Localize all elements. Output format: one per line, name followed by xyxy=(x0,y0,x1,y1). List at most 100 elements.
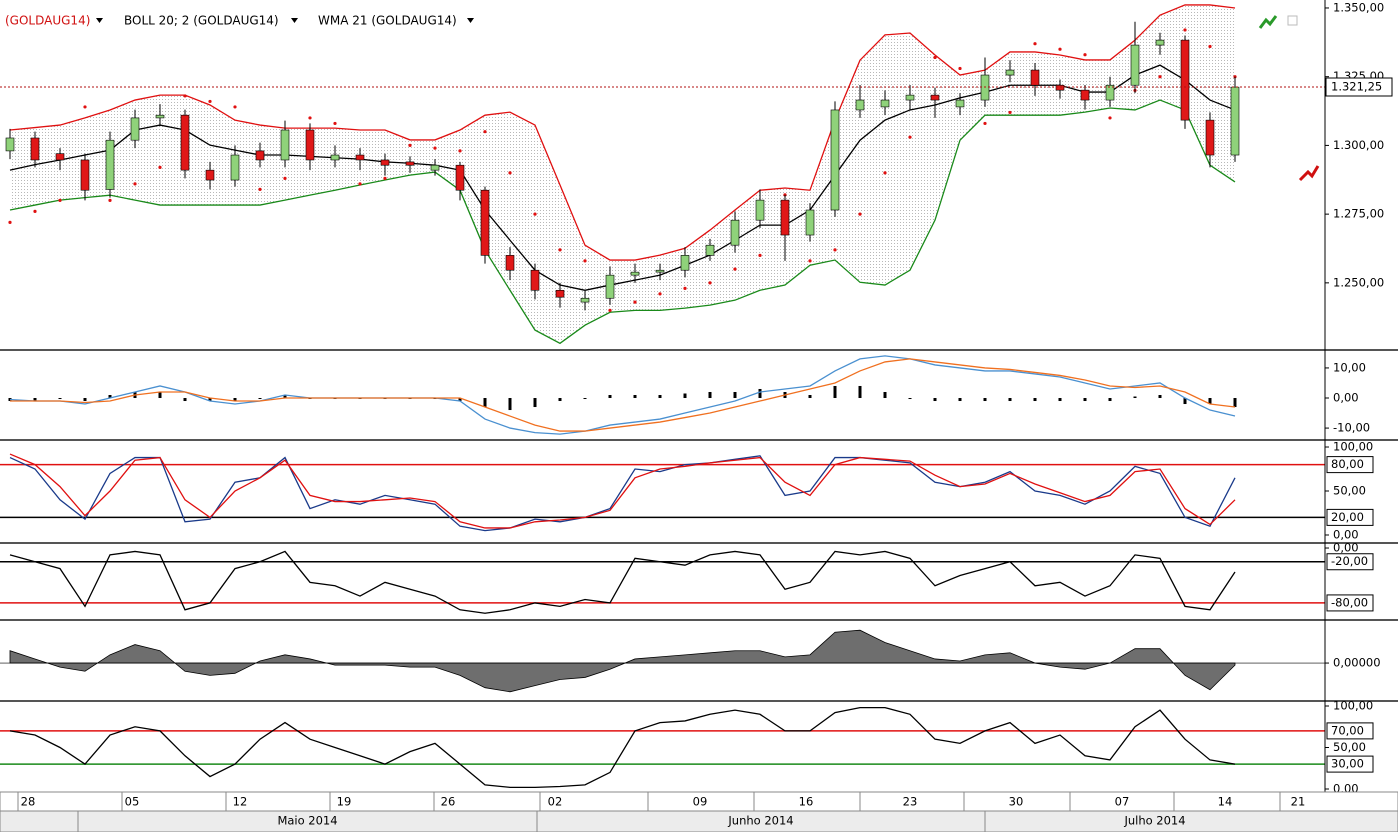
last-price-label: 1.321,25 xyxy=(1331,80,1382,94)
sar-dot xyxy=(333,121,337,126)
month-label: Maio 2014 xyxy=(277,814,337,828)
candle-body xyxy=(855,99,865,111)
candle-body xyxy=(205,169,215,181)
candle-body xyxy=(255,150,265,161)
candle-body xyxy=(505,255,515,271)
exit-icon[interactable] xyxy=(1298,165,1320,182)
sar-dot xyxy=(483,130,487,134)
reference-label-box xyxy=(1326,594,1374,612)
reference-label: 30,00 xyxy=(1331,757,1364,771)
x-tick-label: 23 xyxy=(903,795,918,809)
x-tick-label: 21 xyxy=(1291,795,1306,809)
candle-body xyxy=(830,109,840,211)
sar-dot xyxy=(233,105,237,109)
sar-dot xyxy=(8,220,12,224)
sar-dot xyxy=(1083,53,1087,57)
sar-dot xyxy=(658,292,662,296)
sar-dot xyxy=(158,165,162,170)
candle-body xyxy=(955,99,965,108)
sar-dot xyxy=(433,146,437,150)
x-tick-label: 02 xyxy=(548,795,563,809)
candle-body xyxy=(480,189,490,256)
candle-body xyxy=(580,297,590,303)
sar-dot xyxy=(408,143,412,148)
histogram-bar xyxy=(208,398,212,402)
histogram-bar xyxy=(1033,398,1037,402)
candle-body xyxy=(680,255,690,271)
candle-body xyxy=(280,129,290,161)
candle-body xyxy=(755,199,765,221)
candle-body xyxy=(1130,44,1140,86)
histogram-bar xyxy=(533,398,537,408)
histogram-bar xyxy=(1058,398,1062,402)
histogram-bar xyxy=(933,398,937,402)
histogram-bar xyxy=(758,388,762,399)
candle-body xyxy=(1155,39,1165,46)
candle-body xyxy=(905,94,915,101)
histogram-bar xyxy=(58,398,62,400)
sar-dot xyxy=(758,253,762,257)
candle-body xyxy=(130,117,140,141)
sar-dot xyxy=(808,259,812,263)
reference-label: 20,00 xyxy=(1331,510,1364,524)
histogram-bar xyxy=(33,398,37,402)
sar-dot xyxy=(733,267,737,271)
histogram-bar xyxy=(558,398,562,402)
histogram-bar xyxy=(1083,398,1087,402)
reference-label-box xyxy=(1326,722,1374,740)
histogram-bar xyxy=(583,398,587,400)
candle-body xyxy=(530,269,540,291)
y-tick-label: 0,00000 xyxy=(1333,656,1381,670)
histogram-bar xyxy=(958,398,962,402)
panel-button[interactable] xyxy=(1287,15,1298,26)
sar-dot xyxy=(33,209,37,213)
histogram-bar xyxy=(1158,395,1162,399)
sar-dot xyxy=(1208,44,1212,49)
histogram-bar xyxy=(458,398,462,402)
upper-band xyxy=(9,4,1236,261)
histogram-bar xyxy=(658,395,662,399)
candle-body xyxy=(1005,69,1015,76)
sar-dot xyxy=(183,94,187,98)
y-tick-label: 50,00 xyxy=(1333,740,1366,754)
sar-dot xyxy=(83,105,87,109)
histogram-bar xyxy=(1108,398,1112,402)
candle-body xyxy=(555,289,565,298)
sar-dot xyxy=(983,121,987,126)
sar-dot xyxy=(1033,42,1037,46)
indicator-line xyxy=(9,550,1236,614)
histogram-bar xyxy=(683,393,687,399)
sar-dot xyxy=(958,66,962,71)
candle-body xyxy=(55,153,65,161)
candle-body xyxy=(430,164,440,171)
reference-label: 80,00 xyxy=(1331,457,1364,471)
sar-dot xyxy=(708,281,712,285)
sar-dot xyxy=(1158,75,1162,79)
plots: 1.350,001.325,001.300,001.275,001.250,00… xyxy=(0,0,1398,796)
sar-dot xyxy=(583,259,587,263)
sar-dot xyxy=(558,248,562,252)
legend-item[interactable]: WMA 21 (GOLDAUG14) xyxy=(318,14,457,28)
legend-item[interactable]: (GOLDAUG14) xyxy=(5,14,90,28)
x-tick-label: 30 xyxy=(1009,795,1024,809)
candle-body xyxy=(1205,119,1215,156)
dropdown-icon[interactable] xyxy=(467,18,474,23)
sar-dot xyxy=(458,149,462,153)
x-tick-label: 28 xyxy=(21,795,36,809)
reference-label-box xyxy=(1326,456,1374,474)
y-tick-label: -10,00 xyxy=(1333,421,1370,435)
candle-body xyxy=(780,199,790,236)
histogram-bar xyxy=(883,391,887,399)
histogram-bar xyxy=(1208,398,1212,405)
sar-dot xyxy=(683,286,687,290)
candle-body xyxy=(355,154,365,161)
dropdown-icon[interactable] xyxy=(291,18,298,23)
histogram-bar xyxy=(833,385,837,399)
x-tick-label: 19 xyxy=(337,795,352,809)
reference-label-box xyxy=(1326,755,1374,773)
sar-dot xyxy=(1058,47,1062,51)
legend-item[interactable]: BOLL 20; 2 (GOLDAUG14) xyxy=(124,14,279,28)
trend-icon[interactable] xyxy=(1258,15,1278,29)
reference-label-box xyxy=(1326,553,1374,571)
dropdown-icon[interactable] xyxy=(96,18,103,23)
